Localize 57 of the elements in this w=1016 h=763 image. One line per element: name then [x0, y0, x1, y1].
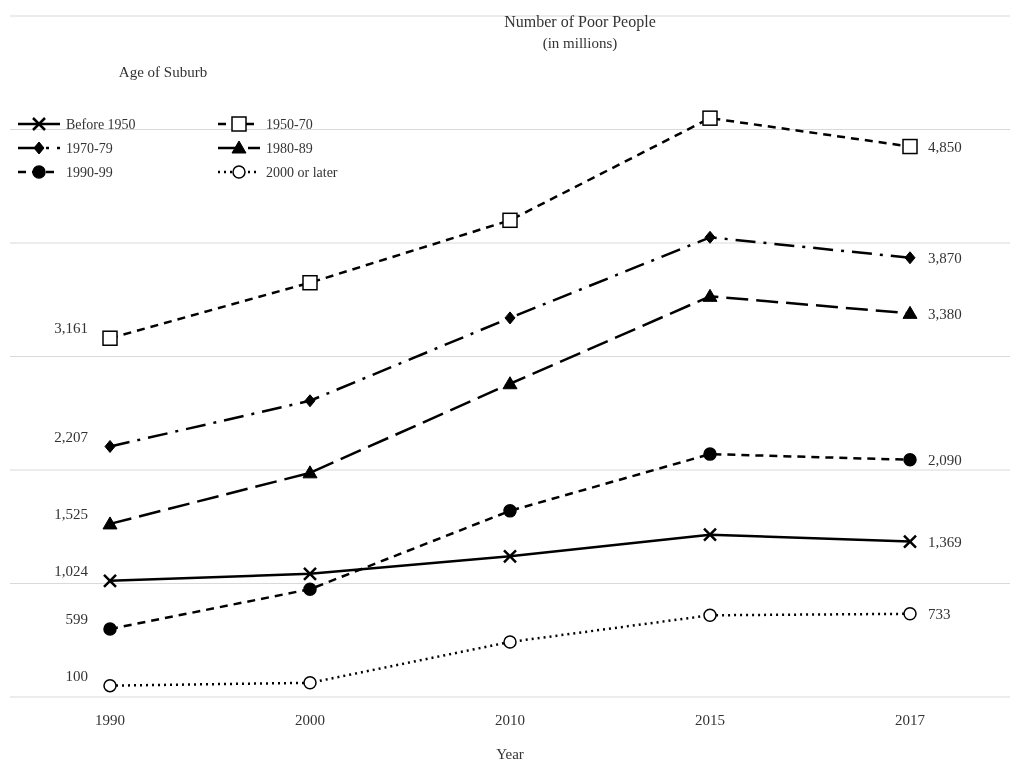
point	[102, 573, 118, 589]
point	[104, 440, 116, 454]
data-label: 4,850	[928, 138, 962, 155]
legend-label: 1980-89	[266, 140, 313, 156]
legend-label: Before 1950	[66, 116, 136, 132]
point	[704, 230, 716, 244]
chart-title: Number of Poor People	[504, 13, 656, 31]
point	[303, 582, 317, 596]
data-label: 3,380	[928, 305, 962, 322]
legend-label: 1970-79	[66, 140, 113, 156]
point	[703, 447, 717, 461]
point	[302, 566, 318, 582]
point	[702, 110, 718, 126]
point	[103, 678, 117, 693]
data-label: 1,525	[54, 506, 88, 523]
data-label: 1,024	[54, 563, 89, 580]
legend-label: 1950-70	[266, 116, 313, 132]
data-label: 599	[65, 611, 88, 628]
x-tick-label: 2017	[895, 712, 926, 728]
data-label: 1,369	[928, 533, 962, 550]
data-label: 2,090	[928, 452, 962, 469]
x-tick-label: 2000	[295, 712, 325, 728]
legend-label: 1990-99	[66, 164, 113, 180]
point	[502, 212, 518, 229]
point	[902, 305, 918, 319]
data-label: 2,207	[54, 428, 89, 445]
point	[302, 274, 318, 291]
legend-label: 2000 or later	[266, 164, 338, 180]
point	[304, 394, 316, 408]
point	[703, 608, 717, 623]
point	[903, 453, 917, 467]
point	[303, 676, 317, 690]
x-tick-label: 1990	[95, 712, 125, 728]
point	[502, 376, 518, 390]
x-tick-label: 2010	[495, 712, 525, 728]
point	[902, 138, 918, 155]
legend-title: Age of Suburb	[118, 64, 208, 80]
point	[702, 288, 718, 302]
point	[504, 311, 516, 325]
point	[903, 607, 917, 621]
data-label: 100	[65, 667, 88, 684]
point	[702, 527, 718, 542]
data-label: 3,161	[54, 320, 88, 337]
point	[302, 465, 318, 479]
x-tick-label: 2015	[695, 712, 725, 728]
point	[102, 330, 118, 346]
point	[503, 635, 517, 649]
point	[902, 534, 918, 549]
point	[103, 622, 117, 636]
point	[502, 549, 518, 564]
point	[503, 504, 517, 518]
data-label: 733	[928, 606, 951, 623]
text: (in millions)	[542, 35, 618, 52]
point	[904, 251, 916, 265]
point	[102, 516, 118, 530]
x-axis-title: Year	[496, 746, 524, 762]
data-label: 3,870	[928, 250, 962, 267]
